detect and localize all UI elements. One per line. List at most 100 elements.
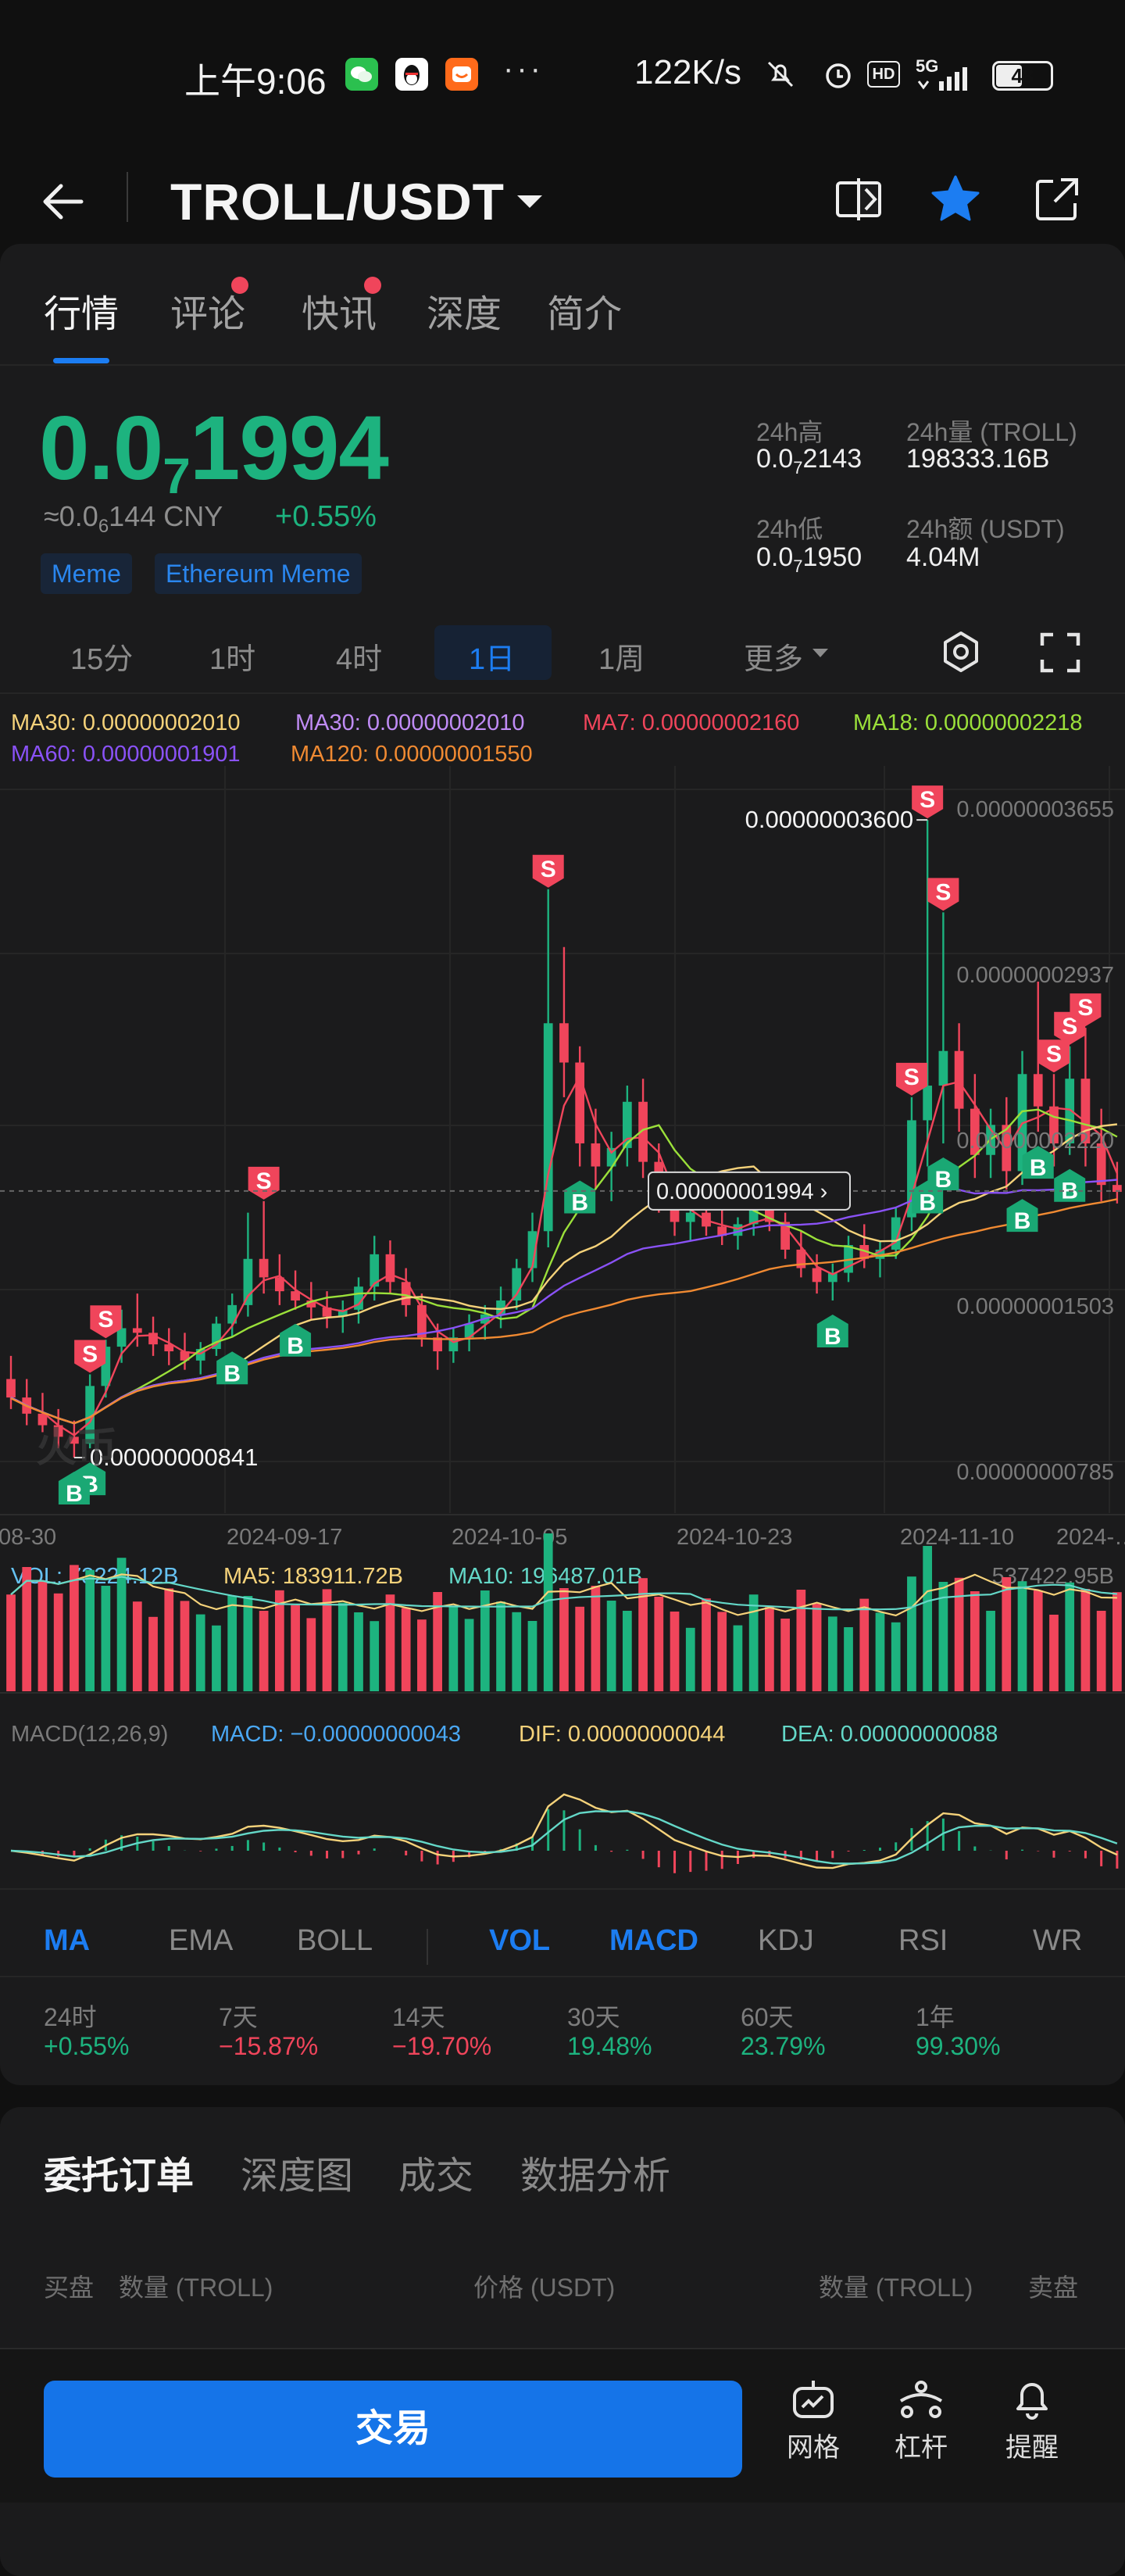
- interval-1h[interactable]: 1时: [209, 643, 256, 676]
- tab-market[interactable]: 行情: [44, 294, 120, 335]
- candle-body: [575, 1062, 585, 1143]
- chart-settings-icon[interactable]: [939, 630, 983, 678]
- indicator-boll[interactable]: BOLL: [297, 1924, 373, 1957]
- indicator-wr[interactable]: WR: [1033, 1924, 1083, 1957]
- pair-title[interactable]: TROLL/USDT: [170, 173, 505, 231]
- trade-marker-letter: S: [98, 1307, 113, 1333]
- sell-marker[interactable]: S: [895, 1062, 927, 1096]
- more-dropdown-icon[interactable]: [812, 649, 828, 657]
- volume-bar: [923, 1546, 933, 1691]
- tag-ethereum-meme[interactable]: Ethereum Meme: [155, 553, 362, 594]
- perf-value: +0.55%: [44, 2032, 130, 2060]
- fullscreen-icon[interactable]: [1039, 631, 1081, 678]
- buy-marker[interactable]: B: [216, 1351, 248, 1386]
- candle-body: [827, 1272, 838, 1283]
- indicator-vol[interactable]: VOL: [489, 1924, 551, 1957]
- x-tick-label: 2024-10-23: [677, 1525, 792, 1550]
- tag-meme[interactable]: Meme: [41, 553, 132, 594]
- volume-bar: [101, 1586, 111, 1691]
- volume-bar: [496, 1601, 505, 1691]
- tab-depth-chart[interactable]: 深度图: [241, 2156, 354, 2197]
- interval-4h[interactable]: 4时: [336, 643, 383, 676]
- alarm-icon: [820, 56, 856, 89]
- candle-body: [85, 1386, 95, 1444]
- perf-label: 24时: [44, 2003, 97, 2031]
- indicator-ma[interactable]: MA: [44, 1924, 91, 1957]
- low-value: 0.071950: [756, 542, 862, 576]
- app-notification-icon: [445, 58, 478, 91]
- buy-marker[interactable]: B: [816, 1314, 848, 1350]
- x-tick-label: 08-30: [0, 1525, 56, 1550]
- sell-marker[interactable]: S: [248, 1166, 280, 1200]
- buy-marker[interactable]: B: [58, 1471, 90, 1507]
- indicator-ema[interactable]: EMA: [169, 1924, 234, 1957]
- interval-1d[interactable]: 1日: [469, 643, 516, 676]
- tab-news[interactable]: 快讯: [302, 294, 377, 335]
- leverage-button[interactable]: 杠杆: [870, 2377, 972, 2464]
- trade-marker-letter: S: [541, 857, 556, 882]
- candle-body: [1065, 1079, 1075, 1143]
- volume-bar: [559, 1588, 569, 1691]
- interval-1w[interactable]: 1周: [598, 643, 645, 676]
- candle-body: [875, 1249, 885, 1259]
- chart-top-divider: [0, 692, 1125, 694]
- kline-chart[interactable]: MA30: 0.00000002010 MA30: 0.00000002010 MA…: [0, 688, 1125, 1904]
- volume-bar: [717, 1612, 727, 1691]
- volume-bar: [907, 1576, 916, 1691]
- favorite-star-icon[interactable]: [928, 172, 983, 227]
- sell-marker[interactable]: S: [1038, 1039, 1070, 1073]
- back-arrow-icon[interactable]: [39, 180, 89, 227]
- buy-marker[interactable]: B: [280, 1323, 312, 1359]
- low-label: 24h低: [756, 515, 823, 543]
- tab-data-analysis[interactable]: 数据分析: [520, 2156, 671, 2197]
- detail-tabs: 行情 评论 快讯 深度 简介: [0, 269, 1125, 363]
- indicator-kdj[interactable]: KDJ: [758, 1924, 814, 1957]
- interval-active-bg: [434, 625, 552, 680]
- buy-marker[interactable]: B: [1022, 1146, 1054, 1181]
- leverage-label: 杠杆: [895, 2433, 948, 2463]
- volume-bar: [38, 1580, 48, 1691]
- volume-bar: [259, 1611, 269, 1691]
- compare-icon[interactable]: [831, 172, 886, 227]
- indicator-rsi[interactable]: RSI: [898, 1924, 948, 1957]
- tab-open-orders[interactable]: 委托订单: [44, 2156, 195, 2197]
- buy-marker[interactable]: B: [1006, 1199, 1038, 1234]
- legend-ma7: MA7: 0.00000002160: [583, 710, 799, 735]
- sell-marker[interactable]: S: [1070, 993, 1102, 1027]
- sell-marker[interactable]: S: [912, 785, 944, 819]
- buy-marker[interactable]: B: [564, 1180, 596, 1216]
- buy-side-label: 买盘: [44, 2274, 95, 2302]
- candle-body: [859, 1245, 870, 1259]
- buy-marker[interactable]: B: [927, 1157, 959, 1193]
- candle-body: [606, 1147, 616, 1167]
- sell-marker[interactable]: S: [74, 1340, 106, 1373]
- trade-button[interactable]: 交易: [44, 2381, 742, 2478]
- sell-marker[interactable]: S: [927, 878, 959, 911]
- indicator-divider: [427, 1929, 428, 1965]
- interval-15m[interactable]: 15分: [70, 643, 134, 676]
- interval-more[interactable]: 更多: [744, 643, 804, 676]
- sell-marker[interactable]: S: [532, 854, 564, 888]
- tab-trades[interactable]: 成交: [398, 2156, 474, 2197]
- candle-body: [338, 1309, 348, 1317]
- grid-trading-button[interactable]: 网格: [762, 2377, 864, 2464]
- share-icon[interactable]: [1030, 172, 1084, 227]
- y-tick-label: 0.00000002937: [956, 963, 1114, 988]
- volume-label: 24h量 (TROLL): [906, 418, 1077, 446]
- buy-marker[interactable]: B: [912, 1180, 944, 1216]
- pair-dropdown-icon[interactable]: [517, 195, 542, 208]
- volume-bar: [243, 1596, 253, 1691]
- volume-bar: [622, 1611, 632, 1691]
- tab-depth[interactable]: 深度: [427, 294, 502, 335]
- volume-bar: [748, 1594, 759, 1691]
- indicator-macd[interactable]: MACD: [609, 1924, 698, 1957]
- tab-intro[interactable]: 简介: [547, 294, 623, 335]
- alert-button[interactable]: 提醒: [981, 2377, 1083, 2464]
- volume-bar: [291, 1605, 300, 1691]
- buy-marker[interactable]: B: [1054, 1168, 1086, 1204]
- sell-marker[interactable]: S: [90, 1305, 122, 1339]
- volume-bar: [116, 1558, 127, 1691]
- macd-title: MACD(12,26,9): [11, 1722, 168, 1747]
- y-tick-label: 0.00000003655: [956, 797, 1114, 822]
- tab-comments[interactable]: 评论: [170, 294, 246, 335]
